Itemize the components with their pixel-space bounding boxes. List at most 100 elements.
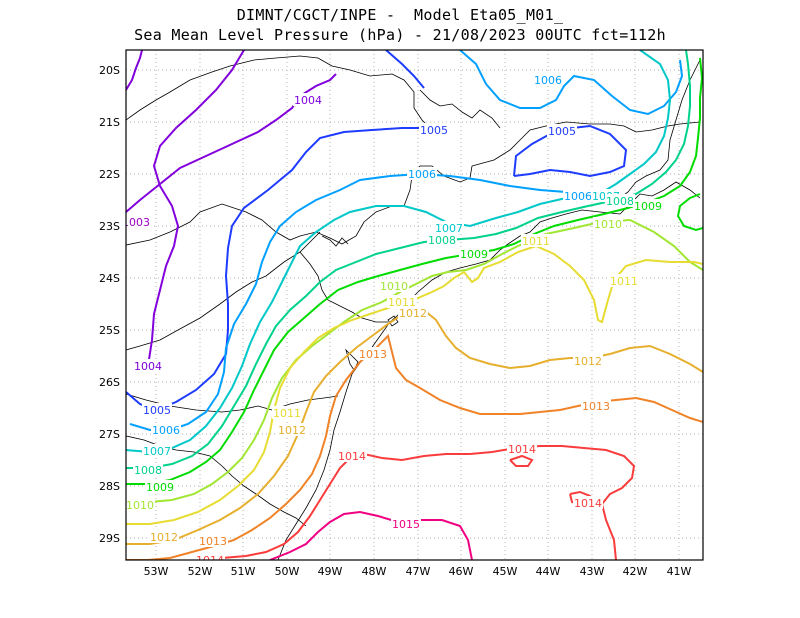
isobar-label-text: 1015 — [392, 518, 420, 531]
isobar-1014 — [199, 445, 636, 560]
island — [387, 315, 399, 327]
lon-tick-label: 46W — [449, 565, 474, 578]
state-border — [471, 121, 701, 167]
isobar-label-text: 1014 — [508, 443, 536, 456]
isobar-label: 1012 — [149, 530, 179, 544]
isobar-label: 1014 — [573, 496, 603, 510]
coastline-north — [619, 59, 701, 199]
state-border — [299, 251, 388, 323]
isobar-label: 1013 — [581, 399, 611, 413]
isobar-1007 — [605, 50, 672, 191]
isobar-label-text: 1005 — [143, 404, 171, 417]
lon-tick-label: 50W — [275, 565, 300, 578]
isobar-label-text: 1009 — [460, 248, 488, 261]
isobar-label-text: 1012 — [399, 307, 427, 320]
isobar-label: 1014 — [507, 442, 537, 456]
isobar-labels: 1003 1004 1004 1005 1005 1005 1006 1006 1006 1006… — [122, 73, 663, 567]
isobar-1009-ring — [676, 193, 703, 232]
isobar-label: 1008 — [427, 233, 457, 247]
isobar-label: 1012 — [398, 306, 428, 320]
axis-ticks: 20S 21S 22S 23S 24S 25S 26S 27S 28S 29S 53W 52W 51W 5… — [99, 64, 692, 578]
isobar-label: 1004 — [293, 93, 323, 107]
isobar-label: 1005 — [142, 403, 172, 417]
isobar-label-text: 1014 — [338, 450, 366, 463]
isobar-label: 1009 — [633, 199, 663, 213]
isobar-label: 1013 — [358, 347, 388, 361]
isobar-label-text: 1004 — [294, 94, 322, 107]
isobar-label: 1011 — [387, 295, 417, 309]
isobar-label-text: 1011 — [273, 407, 301, 420]
isobar-label: 1012 — [277, 423, 307, 437]
isobar-label-text: 1008 — [606, 195, 634, 208]
isobar-label: 1004 — [133, 359, 163, 373]
isobar-label: 1014 — [337, 449, 367, 463]
lon-tick-label: 42W — [623, 565, 648, 578]
isobar-label: 1011 — [609, 274, 639, 288]
isobar-label: 1006 — [533, 73, 563, 87]
isobar-label-text: 1003 — [122, 216, 150, 229]
state-border — [126, 203, 404, 246]
lon-tick-label: 43W — [580, 565, 605, 578]
state-border — [126, 55, 431, 129]
isobar-label-text: 1008 — [428, 234, 456, 247]
isobar-label-text: 1013 — [359, 348, 387, 361]
lat-tick-label: 22S — [99, 168, 120, 181]
isobar-label-text: 1012 — [150, 531, 178, 544]
lon-tick-label: 49W — [318, 565, 343, 578]
lon-tick-label: 44W — [536, 565, 561, 578]
isobar-label: 1010 — [379, 279, 409, 293]
lon-tick-label: 45W — [493, 565, 518, 578]
isobar-label: 1011 — [272, 406, 302, 420]
isobar-1005 — [513, 124, 628, 178]
isobar-label-text: 1006 — [564, 190, 592, 203]
lat-tick-label: 21S — [99, 116, 120, 129]
isobar-label-text: 1011 — [522, 235, 550, 248]
isobar-label-text: 1012 — [278, 424, 306, 437]
lon-tick-label: 41W — [667, 565, 692, 578]
isobar-label: 1010 — [126, 498, 155, 512]
isobar-label-text: 1007 — [143, 445, 171, 458]
lon-tick-label: 47W — [406, 565, 431, 578]
isobar-1011 — [126, 244, 703, 525]
isobar-label: 1008 — [133, 463, 163, 477]
isobar-1005 — [385, 50, 425, 89]
isobar-label: 1006 — [407, 167, 437, 181]
isobar-label: 1005 — [419, 123, 449, 137]
chart-title: DIMNT/CGCT/INPE - Model Eta05_M01_ — [236, 6, 564, 24]
isobar-label-text: 1010 — [594, 218, 622, 231]
isobar-label-text: 1010 — [380, 280, 408, 293]
isobar-label: 1007 — [142, 444, 172, 458]
isobar-1015 — [269, 510, 473, 560]
lon-tick-label: 48W — [362, 565, 387, 578]
isobar-label-text: 1011 — [610, 275, 638, 288]
isobar-1005 — [126, 127, 420, 412]
isobar-1010 — [126, 218, 703, 503]
map-frame — [125, 49, 704, 561]
isobar-1006 — [459, 50, 684, 116]
isobar-label-text: 1006 — [534, 74, 562, 87]
isobar-label-text: 1010 — [126, 499, 154, 512]
isobar-label: 1013 — [198, 534, 228, 548]
lagoon — [419, 89, 501, 129]
isobar-1009 — [126, 57, 703, 485]
isobar-label: 1009 — [145, 480, 175, 494]
lat-tick-label: 27S — [99, 428, 120, 441]
lat-tick-label: 25S — [99, 324, 120, 337]
isobar-label-text: 1004 — [134, 360, 162, 373]
state-border — [403, 165, 473, 207]
lat-tick-label: 23S — [99, 220, 120, 233]
isobar-label-text: 1014 — [196, 554, 224, 567]
lat-tick-label: 26S — [99, 376, 120, 389]
isobar-label: 1014 — [195, 553, 225, 567]
isobar-label-text: 1012 — [574, 355, 602, 368]
lat-tick-label: 24S — [99, 272, 120, 285]
isobar-label: 1006 — [151, 423, 181, 437]
isobar-1007 — [126, 193, 611, 454]
isobar-1004 — [147, 50, 245, 367]
isobar-1014 — [509, 454, 534, 467]
isobar-label: 1008 — [605, 194, 635, 208]
isobar-label-text: 1006 — [408, 168, 436, 181]
isobar-label-text: 1013 — [582, 400, 610, 413]
lon-tick-label: 53W — [144, 565, 169, 578]
